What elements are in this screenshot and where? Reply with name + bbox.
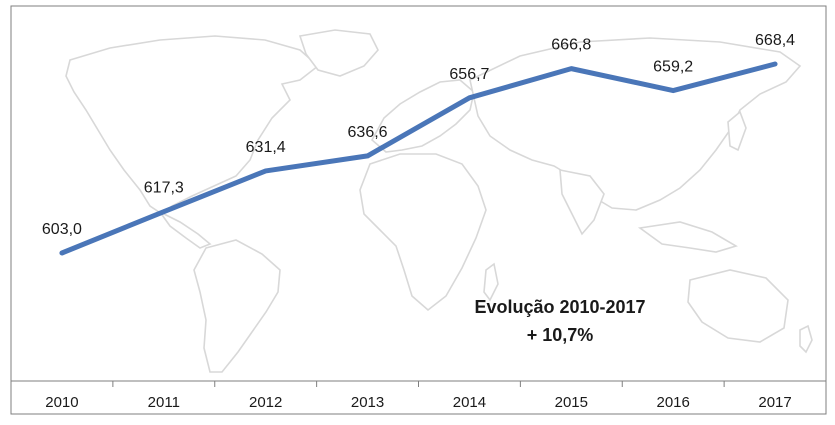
map-north-america [65,35,320,215]
x-tick-label: 2011 [148,394,180,411]
data-label: 603,0 [42,221,82,238]
data-label: 617,3 [144,180,184,197]
x-tick-label: 2010 [45,394,78,411]
data-label: 666,8 [551,37,591,54]
x-tick-label: 2016 [657,394,690,411]
data-label: 631,4 [246,139,286,156]
annotation-change: + 10,7% [527,325,594,345]
x-tick-label: 2015 [555,394,588,411]
x-axis-ticks [10,381,827,387]
map-madagascar [483,262,499,302]
map-japan [727,110,747,152]
map-new-zealand [799,324,813,354]
map-europe [370,79,475,153]
data-label: 656,7 [449,66,489,83]
map-central-america [159,211,212,249]
x-axis-tick-labels: 2010 2011 2012 2013 2014 2015 2016 2017 [45,394,792,411]
data-label: 659,2 [653,59,693,76]
map-south-america [193,239,281,373]
map-southeast-asia [637,221,738,253]
annotation-title: Evolução 2010-2017 [474,297,645,317]
x-tick-label: 2012 [249,394,282,411]
data-label: 668,4 [755,32,795,49]
data-label: 636,6 [348,124,388,141]
series-line [59,61,778,256]
x-tick-label: 2014 [453,394,486,411]
data-labels: 603,0 617,3 631,4 636,6 656,7 666,8 659,2 668,4 [42,32,795,238]
x-tick-label: 2013 [351,394,384,411]
map-australia [687,269,789,343]
map-africa [359,153,487,312]
map-india [559,169,605,236]
map-greenland [298,29,379,77]
x-tick-label: 2017 [758,394,791,411]
